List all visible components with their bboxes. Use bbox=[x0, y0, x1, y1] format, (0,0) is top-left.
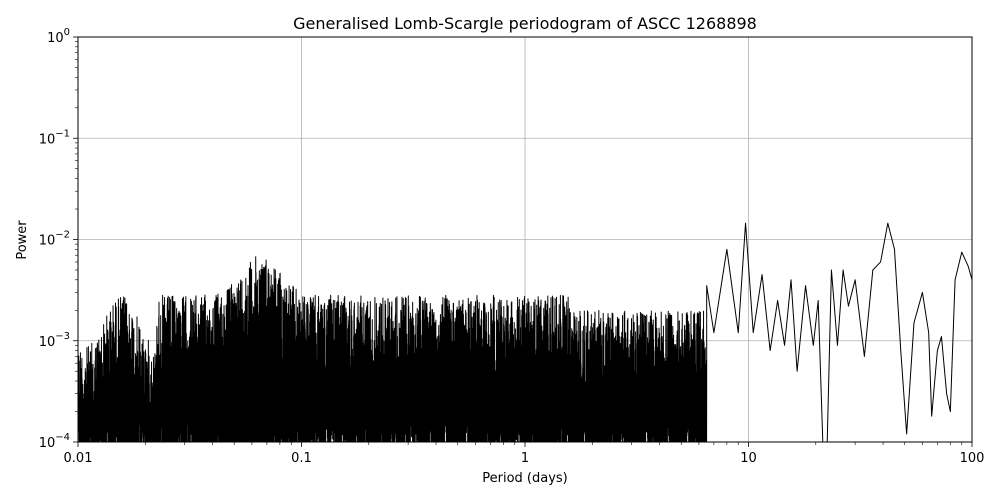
y-axis-label: Power bbox=[15, 220, 30, 260]
axis-ticks: 0.01 0.1 1 10 100 10−4 10−3 10−2 10−1 100 bbox=[39, 27, 985, 466]
y-tick-label: 10−1 bbox=[39, 128, 70, 147]
x-axis-label: Period (days) bbox=[482, 471, 568, 486]
y-tick-label: 100 bbox=[47, 27, 70, 46]
x-tick-label: 0.1 bbox=[291, 451, 312, 466]
x-tick-label: 1 bbox=[521, 451, 529, 466]
x-tick-label: 10 bbox=[740, 451, 757, 466]
y-tick-label: 10−2 bbox=[39, 230, 70, 249]
x-tick-label: 100 bbox=[960, 451, 985, 466]
series-line-power bbox=[78, 222, 972, 442]
x-tick-label: 0.01 bbox=[64, 451, 93, 466]
y-tick-label: 10−4 bbox=[39, 432, 70, 451]
chart-title: Generalised Lomb-Scargle periodogram of … bbox=[293, 14, 757, 33]
y-tick-label: 10−3 bbox=[39, 331, 70, 350]
